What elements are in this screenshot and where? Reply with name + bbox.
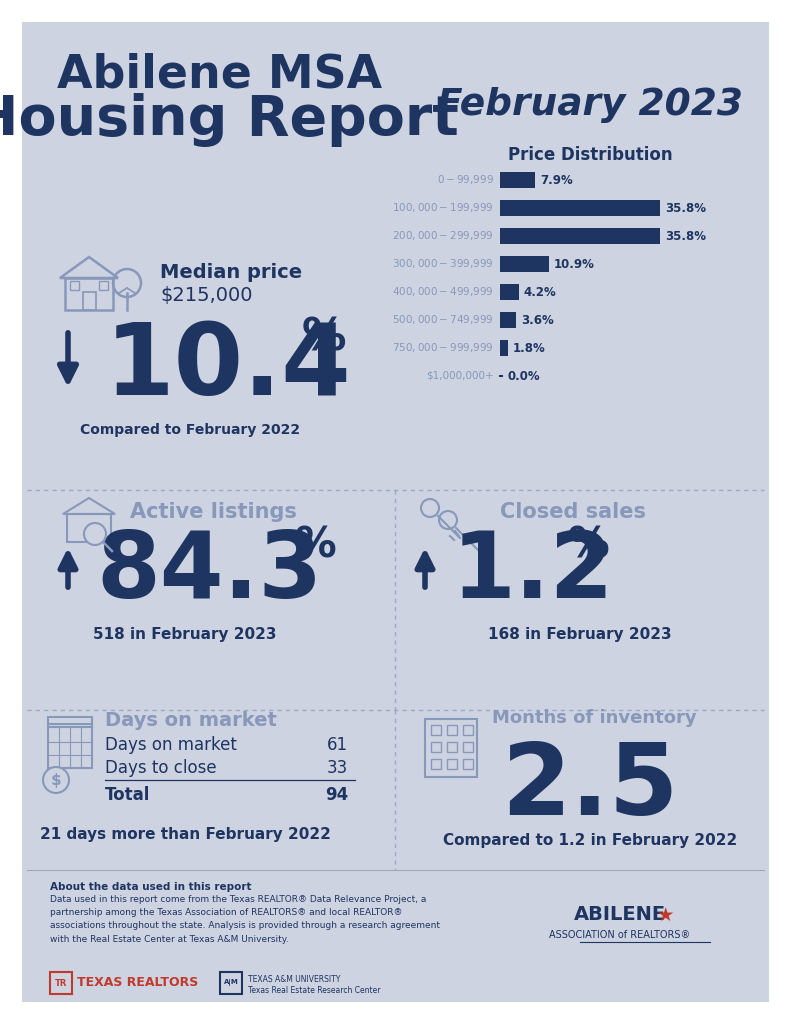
Text: Days on market: Days on market — [105, 711, 277, 729]
Bar — [425, 719, 477, 777]
Text: $100,000 - $199,999: $100,000 - $199,999 — [392, 202, 494, 214]
Text: 0.0%: 0.0% — [508, 370, 540, 383]
Bar — [67, 514, 111, 542]
Text: 4.2%: 4.2% — [524, 286, 557, 299]
Text: $1,000,000+: $1,000,000+ — [426, 371, 494, 381]
Text: %: % — [302, 316, 346, 359]
Bar — [431, 759, 441, 769]
Circle shape — [84, 523, 106, 545]
Bar — [83, 292, 96, 310]
Text: $215,000: $215,000 — [160, 286, 252, 304]
Text: $0 - $99,999: $0 - $99,999 — [437, 173, 494, 186]
Text: %: % — [295, 524, 337, 566]
Text: February 2023: February 2023 — [437, 87, 743, 123]
Text: %: % — [568, 524, 610, 566]
Bar — [447, 759, 457, 769]
Text: ★: ★ — [657, 905, 674, 925]
Text: Active listings: Active listings — [130, 502, 297, 522]
Text: $300,000 - $399,999: $300,000 - $399,999 — [392, 257, 494, 270]
Bar — [500, 312, 516, 328]
Bar — [431, 725, 441, 735]
Text: 94: 94 — [325, 786, 348, 804]
Bar — [500, 200, 660, 216]
Text: 35.8%: 35.8% — [665, 229, 706, 243]
Text: ASSOCIATION of REALTORS®: ASSOCIATION of REALTORS® — [550, 930, 691, 940]
Text: Days to close: Days to close — [105, 759, 217, 777]
Bar — [463, 759, 473, 769]
Bar — [22, 22, 769, 262]
Text: Median price: Median price — [160, 262, 302, 282]
Text: Closed sales: Closed sales — [500, 502, 646, 522]
Text: Months of inventory: Months of inventory — [492, 709, 697, 727]
Text: 84.3: 84.3 — [96, 527, 322, 617]
Bar — [463, 725, 473, 735]
Bar — [48, 724, 92, 768]
Text: 10.4: 10.4 — [105, 319, 352, 417]
Text: Price Distribution: Price Distribution — [508, 146, 672, 164]
Text: 1.8%: 1.8% — [513, 341, 546, 354]
Text: 2.5: 2.5 — [501, 739, 679, 837]
Bar — [447, 742, 457, 752]
Bar — [220, 972, 242, 994]
Text: TEXAS REALTORS: TEXAS REALTORS — [77, 976, 199, 988]
Text: Compared to February 2022: Compared to February 2022 — [80, 423, 300, 437]
Bar — [48, 717, 92, 727]
Text: TR: TR — [55, 979, 67, 987]
Text: 10.9%: 10.9% — [554, 257, 595, 270]
Bar — [65, 278, 113, 310]
Text: Days on market: Days on market — [105, 736, 237, 754]
Text: 168 in February 2023: 168 in February 2023 — [488, 628, 672, 642]
Text: 3.6%: 3.6% — [521, 313, 554, 327]
Text: $200,000 - $299,999: $200,000 - $299,999 — [392, 229, 494, 243]
Circle shape — [43, 767, 69, 793]
Text: Total: Total — [105, 786, 150, 804]
Bar — [500, 284, 519, 300]
Text: $750,000 - $999,999: $750,000 - $999,999 — [392, 341, 494, 354]
Text: 7.9%: 7.9% — [540, 173, 573, 186]
Bar — [500, 340, 508, 356]
Text: Compared to 1.2 in February 2022: Compared to 1.2 in February 2022 — [443, 833, 737, 848]
Text: $500,000 - $749,999: $500,000 - $749,999 — [392, 313, 494, 327]
Bar — [500, 172, 536, 188]
Bar — [463, 742, 473, 752]
Text: ABILENE: ABILENE — [574, 905, 666, 925]
Bar — [99, 281, 108, 290]
Text: 21 days more than February 2022: 21 days more than February 2022 — [40, 827, 331, 843]
Text: Abilene MSA: Abilene MSA — [58, 52, 383, 97]
Text: 1.2: 1.2 — [452, 527, 615, 617]
Text: About the data used in this report: About the data used in this report — [50, 882, 252, 892]
Text: 518 in February 2023: 518 in February 2023 — [93, 628, 277, 642]
Text: $400,000 - $499,999: $400,000 - $499,999 — [392, 286, 494, 299]
Text: 35.8%: 35.8% — [665, 202, 706, 214]
Text: A|M: A|M — [224, 980, 238, 986]
Bar — [70, 281, 79, 290]
Bar — [50, 972, 72, 994]
Text: 61: 61 — [327, 736, 348, 754]
Bar — [447, 725, 457, 735]
Bar — [500, 228, 660, 244]
Text: $: $ — [51, 772, 62, 787]
Bar — [431, 742, 441, 752]
Bar — [500, 256, 549, 272]
Text: 33: 33 — [327, 759, 348, 777]
Text: TEXAS A&M UNIVERSITY
Texas Real Estate Research Center: TEXAS A&M UNIVERSITY Texas Real Estate R… — [248, 975, 380, 995]
Text: Housing Report: Housing Report — [0, 93, 458, 147]
Text: Data used in this report come from the Texas REALTOR® Data Relevance Project, a
: Data used in this report come from the T… — [50, 895, 440, 943]
